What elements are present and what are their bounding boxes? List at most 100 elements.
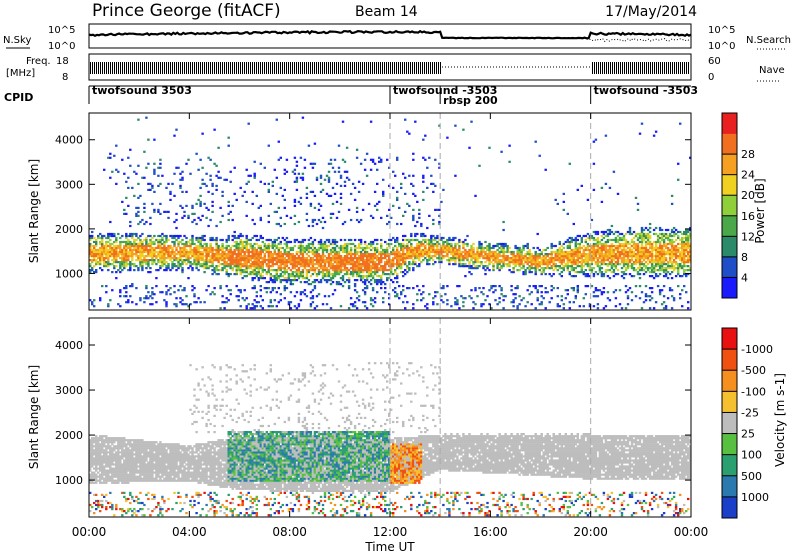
power-cell <box>263 287 267 290</box>
power-cell <box>510 261 513 264</box>
power-cell <box>165 305 168 308</box>
power-cell <box>412 216 415 219</box>
power-cell <box>600 291 604 294</box>
power-cell <box>363 250 367 254</box>
power-cell <box>588 250 592 254</box>
power-cell <box>253 253 256 256</box>
power-cell <box>299 196 303 199</box>
power-cell <box>369 275 373 278</box>
power-cell <box>225 269 228 272</box>
power-cell <box>211 246 214 250</box>
power-cell <box>283 238 287 242</box>
power-cell <box>484 253 487 256</box>
power-cell <box>289 248 293 252</box>
power-cell <box>484 299 487 302</box>
power-cell <box>185 295 188 298</box>
power-cell <box>681 261 684 264</box>
power-cell <box>666 253 670 256</box>
power-cell <box>614 257 618 260</box>
power-cell <box>305 259 309 262</box>
power-cell <box>538 257 541 260</box>
power-cell <box>458 240 461 244</box>
power-cell <box>367 267 371 270</box>
power-cell <box>223 263 226 266</box>
power-cell <box>361 263 365 266</box>
power-cell <box>580 259 584 262</box>
power-cell <box>474 257 477 260</box>
power-cell <box>307 238 311 242</box>
power-cell <box>636 259 640 262</box>
power-cell <box>574 275 578 278</box>
power-cell <box>167 238 170 242</box>
power-cell <box>598 267 602 270</box>
power-cell <box>594 248 598 252</box>
power-cell <box>257 273 261 276</box>
power-cell <box>464 250 467 254</box>
power-cell <box>371 160 375 163</box>
power-cell <box>604 305 608 308</box>
power-cell <box>502 307 505 310</box>
power-cell <box>91 244 94 248</box>
power-cell <box>560 253 564 256</box>
power-cell <box>277 275 281 278</box>
power-cell <box>528 253 531 256</box>
power-cell <box>343 244 347 248</box>
power-cell <box>259 236 263 240</box>
power-cell <box>588 269 592 272</box>
power-cell <box>317 263 321 266</box>
power-cell <box>99 232 102 236</box>
power-cell <box>640 246 644 250</box>
power-cell <box>408 174 411 177</box>
power-cell <box>677 265 680 268</box>
power-cell <box>197 238 200 242</box>
power-cell <box>159 242 162 246</box>
power-cell <box>317 271 321 274</box>
power-cell <box>309 250 313 254</box>
power-cell <box>205 184 208 187</box>
power-heatmap <box>89 113 692 310</box>
power-cell <box>442 285 445 288</box>
power-cell <box>640 244 644 248</box>
power-cell <box>283 273 287 276</box>
power-cell <box>245 246 248 250</box>
power-cell <box>616 255 620 258</box>
power-cell <box>464 238 467 242</box>
power-cell <box>500 248 503 252</box>
power-cell <box>520 250 523 254</box>
power-cell <box>683 255 686 258</box>
power-cell <box>235 257 238 260</box>
power-cell <box>275 269 279 272</box>
power-cell <box>608 246 612 250</box>
power-cell <box>496 248 499 252</box>
power-cell <box>596 242 600 246</box>
power-cell <box>687 242 690 246</box>
power-cell <box>341 269 345 272</box>
power-cell <box>271 246 275 250</box>
power-cell <box>406 246 409 250</box>
power-cell <box>293 271 297 274</box>
power-cell <box>436 244 439 248</box>
power-cell <box>171 253 174 256</box>
power-cell <box>353 267 357 270</box>
power-cell <box>211 204 214 207</box>
power-cell <box>135 259 138 262</box>
power-cell <box>257 279 261 282</box>
power-cell <box>303 238 307 242</box>
power-cell <box>231 261 234 264</box>
power-cell <box>396 198 399 201</box>
power-cell <box>550 242 553 246</box>
power-cell <box>592 162 596 165</box>
power-cell <box>267 188 271 191</box>
power-cell <box>502 263 505 266</box>
power-cell <box>652 261 656 264</box>
power-cell <box>388 303 391 306</box>
power-cell <box>109 238 112 242</box>
power-cell <box>594 138 598 141</box>
power-cell <box>305 253 309 256</box>
power-cell <box>438 261 441 264</box>
power-cell <box>542 255 545 258</box>
power-cell <box>520 255 523 258</box>
power-cell <box>259 248 263 252</box>
power-cell <box>430 234 433 238</box>
